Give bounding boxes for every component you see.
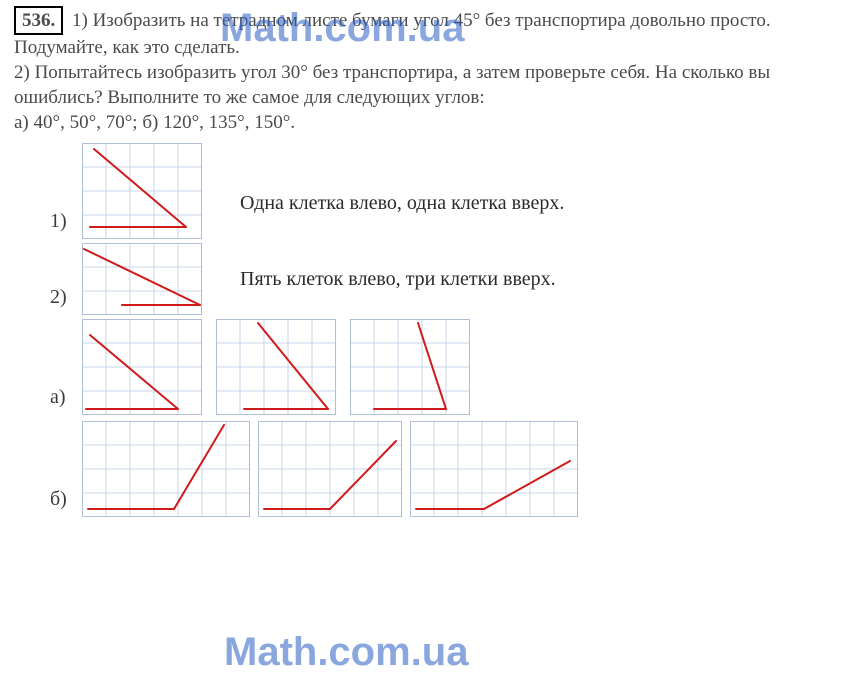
paragraph-2: 2) Попытайтесь изобразить угол 30° без т… (14, 62, 770, 108)
paragraph-3: а) 40°, 50°, 70°; б) 120°, 135°, 150°. (14, 112, 295, 133)
label-1: 1) (50, 210, 74, 233)
figure-b2 (258, 421, 402, 517)
desc-1: Одна клетка влево, одна клетка вверх. (240, 192, 564, 215)
watermark-bottom: Math.com.ua (224, 630, 468, 675)
problem-number: 536. (14, 6, 63, 35)
figure-2 (82, 243, 202, 315)
figure-a2 (216, 319, 336, 415)
label-b: б) (50, 488, 74, 511)
desc-2: Пять клеток влево, три клетки вверх. (240, 268, 556, 291)
figure-1 (82, 143, 202, 239)
figure-b3 (410, 421, 578, 517)
label-2: 2) (50, 286, 74, 309)
paragraph-1: 1) Изобразить на тетрадном листе бумаги … (14, 10, 771, 58)
row-2: 2) Пять клеток влево, три клетки вверх. (0, 243, 850, 315)
row-a: а) (0, 319, 850, 415)
row-b: б) (0, 421, 850, 517)
row-1: 1) Одна клетка влево, одна клетка вверх. (0, 143, 850, 239)
problem-text: 536. 1) Изобразить на тетрадном листе бу… (0, 0, 850, 139)
figure-a3 (350, 319, 470, 415)
figure-b1 (82, 421, 250, 517)
figure-a1 (82, 319, 202, 415)
label-a: а) (50, 386, 74, 409)
